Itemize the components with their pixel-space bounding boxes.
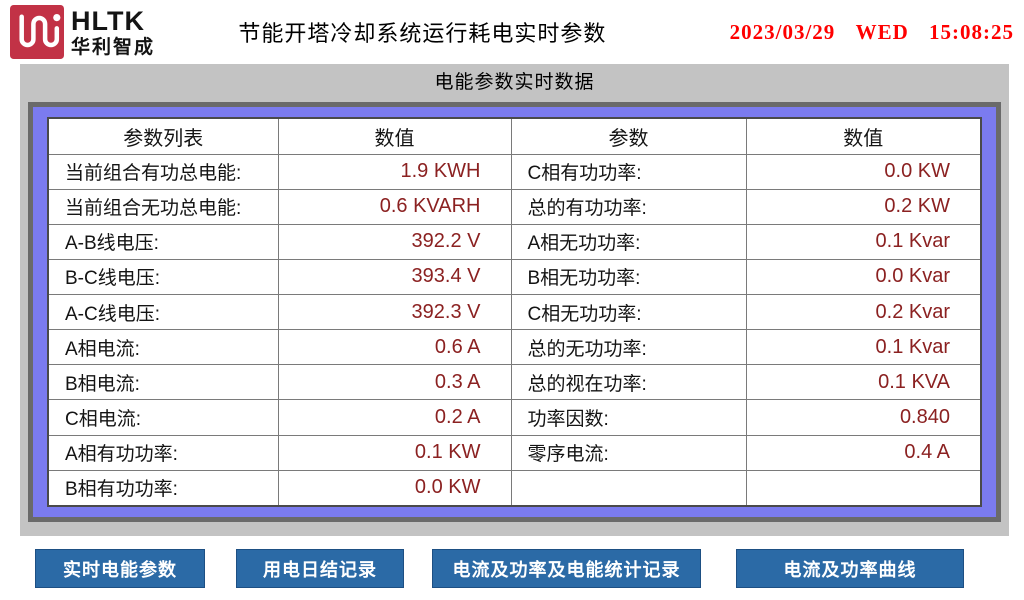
panel-title: 电能参数实时数据 xyxy=(434,72,595,93)
table-row: A-B线电压: 392.2 V A相无功功率: 0.1 Kvar xyxy=(47,223,982,260)
param-label-cell: 零序电流: xyxy=(510,434,747,471)
col-header-param-list: 参数列表 xyxy=(47,117,279,155)
param-value-cell: 0.4 A xyxy=(745,434,982,471)
brand-acronym: HLTK xyxy=(71,5,145,36)
param-value-cell: 0.1 Kvar xyxy=(745,329,982,366)
param-value-cell: 0.2 KW xyxy=(745,188,982,225)
weekday-text: WED xyxy=(855,19,909,44)
params-table-frame: 参数列表 数值 参数 数值 当前组合有功总电能: 1.9 KWH C相有功功率: 0.… xyxy=(28,102,1001,522)
params-table-body: 当前组合有功总电能: 1.9 KWH C相有功功率: 0.0 KW 当前组合无功总电能:… xyxy=(47,153,982,507)
param-label-cell: A相有功功率: xyxy=(47,434,279,471)
page-title: 节能开塔冷却系统运行耗电实时参数 xyxy=(238,21,607,46)
param-value-cell: 0.0 Kvar xyxy=(745,258,982,296)
param-value-cell: 0.0 KW xyxy=(745,153,982,190)
param-value-cell: 0.1 KVA xyxy=(745,364,982,401)
param-label-cell: A相无功功率: xyxy=(510,223,747,260)
time-text: 15:08:25 xyxy=(929,19,1014,44)
brand-name: 华利智成 xyxy=(71,36,156,58)
param-label-cell: A-B线电压: xyxy=(47,223,279,260)
nav-button-daily-usage-records[interactable]: 用电日结记录 xyxy=(236,549,404,588)
param-label-cell: B-C线电压: xyxy=(47,258,279,296)
param-label-cell xyxy=(510,469,747,507)
nav-button-realtime-params[interactable]: 实时电能参数 xyxy=(35,549,205,588)
param-value-cell: 0.2 Kvar xyxy=(745,293,982,331)
col-header-param: 参数 xyxy=(510,117,747,155)
param-value-cell: 0.1 KW xyxy=(277,434,512,471)
param-label-cell: C相无功功率: xyxy=(510,293,747,331)
param-label-cell: 当前组合无功总电能: xyxy=(47,188,279,225)
table-row: 当前组合无功总电能: 0.6 KVARH 总的有功功率: 0.2 KW xyxy=(47,188,982,225)
table-header-row: 参数列表 数值 参数 数值 xyxy=(47,117,982,155)
param-label-cell: 当前组合有功总电能: xyxy=(47,153,279,190)
params-table: 参数列表 数值 参数 数值 当前组合有功总电能: 1.9 KWH C相有功功率: 0.… xyxy=(47,117,982,507)
brand-text: HLTK 华利智成 xyxy=(71,5,156,58)
param-value-cell: 0.1 Kvar xyxy=(745,223,982,260)
param-label-cell: C相有功功率: xyxy=(510,153,747,190)
table-row: A相电流: 0.6 A 总的无功功率: 0.1 Kvar xyxy=(47,329,982,366)
param-label-cell: 总的有功功率: xyxy=(510,188,747,225)
table-row: 当前组合有功总电能: 1.9 KWH C相有功功率: 0.0 KW xyxy=(47,153,982,190)
param-label-cell: B相无功功率: xyxy=(510,258,747,296)
param-label-cell: C相电流: xyxy=(47,399,279,436)
param-value-cell: 0.6 KVARH xyxy=(277,188,512,225)
param-value-cell: 392.2 V xyxy=(277,223,512,260)
brand-logo: HLTK 华利智成 xyxy=(10,5,155,59)
top-header: HLTK 华利智成 节能开塔冷却系统运行耗电实时参数 2023/03/29 WE… xyxy=(0,0,1024,64)
param-label-cell: B相有功功率: xyxy=(47,469,279,507)
nav-button-current-power-curves[interactable]: 电流及功率曲线 xyxy=(736,549,964,588)
param-label-cell: 总的视在功率: xyxy=(510,364,747,401)
param-value-cell: 0.2 A xyxy=(277,399,512,436)
date-text: 2023/03/29 xyxy=(729,19,836,44)
param-value-cell: 0.3 A xyxy=(277,364,512,401)
param-value-cell: 0.840 xyxy=(745,399,982,436)
param-label-cell: B相电流: xyxy=(47,364,279,401)
nav-button-current-power-energy-statistics[interactable]: 电流及功率及电能统计记录 xyxy=(432,549,701,588)
col-header-value-right: 数值 xyxy=(745,117,982,155)
brand-logo-icon xyxy=(10,5,64,59)
param-value-cell: 1.9 KWH xyxy=(277,153,512,190)
datetime-display: 2023/03/29 WED 15:08:25 xyxy=(730,20,1014,45)
table-row: B相电流: 0.3 A 总的视在功率: 0.1 KVA xyxy=(47,364,982,401)
realtime-data-panel: 电能参数实时数据 参数列表 数值 参数 数值 当前组合有功总电能: 1.9 KWH… xyxy=(20,64,1009,536)
param-label-cell: A-C线电压: xyxy=(47,293,279,331)
table-row: B相有功功率: 0.0 KW xyxy=(47,469,982,507)
param-value-cell: 0.6 A xyxy=(277,329,512,366)
table-row: A相有功功率: 0.1 KW 零序电流: 0.4 A xyxy=(47,434,982,471)
param-value-cell xyxy=(745,469,982,507)
table-row: C相电流: 0.2 A 功率因数: 0.840 xyxy=(47,399,982,436)
param-label-cell: A相电流: xyxy=(47,329,279,366)
param-value-cell: 0.0 KW xyxy=(277,469,512,507)
table-row: B-C线电压: 393.4 V B相无功功率: 0.0 Kvar xyxy=(47,258,982,296)
param-label-cell: 功率因数: xyxy=(510,399,747,436)
table-row: A-C线电压: 392.3 V C相无功功率: 0.2 Kvar xyxy=(47,293,982,331)
param-value-cell: 392.3 V xyxy=(277,293,512,331)
col-header-value-left: 数值 xyxy=(277,117,512,155)
param-value-cell: 393.4 V xyxy=(277,258,512,296)
param-label-cell: 总的无功功率: xyxy=(510,329,747,366)
